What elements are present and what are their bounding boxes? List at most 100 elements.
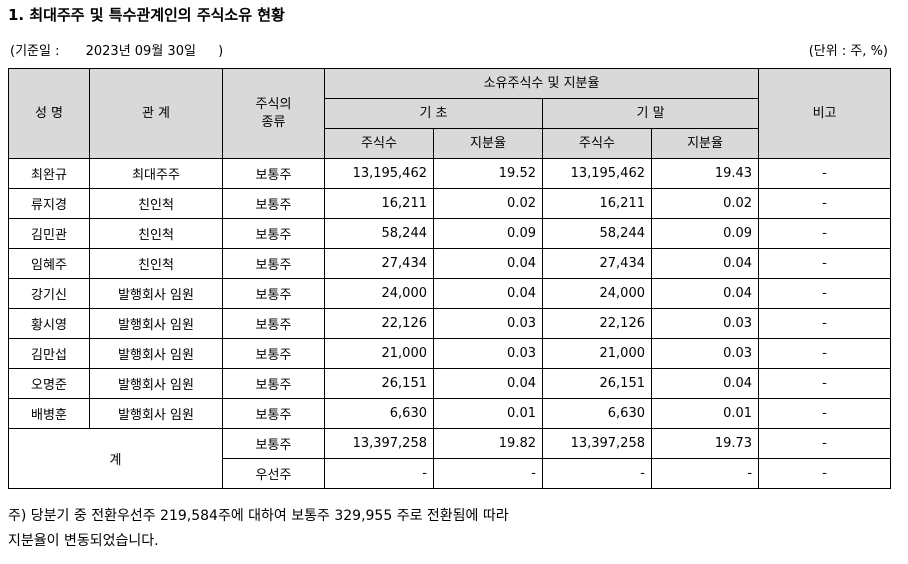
cell-stock-type: 보통주 [222, 218, 325, 249]
header-relation: 관 계 [89, 68, 223, 159]
table-row: 김민관 친인척 보통주 58,244 0.09 58,244 0.09 - [8, 218, 892, 249]
cell-relation: 친인척 [89, 218, 223, 249]
cell-shares-end: 58,244 [542, 218, 652, 249]
header-ownership: 소유주식수 및 지분율 [323, 68, 760, 99]
cell-remark: - [758, 338, 892, 369]
cell-stock-type: 보통주 [222, 188, 325, 219]
cell-remark: - [758, 158, 892, 189]
cell-ratio-begin: 0.04 [433, 278, 543, 309]
cell-remark: - [758, 368, 892, 399]
cell-name: 황시영 [8, 308, 90, 339]
cell-relation: 친인척 [89, 248, 223, 279]
cell-remark: - [758, 278, 892, 309]
cell-shares-begin: 27,434 [324, 248, 434, 279]
cell-ratio-end: 0.04 [650, 278, 760, 309]
cell-name: 김민관 [8, 218, 90, 249]
cell-ratio-begin: 19.52 [433, 158, 543, 189]
header-row-1: 성 명 관 계 주식의 종류 소유주식수 및 지분율 비고 [8, 68, 892, 159]
cell-shares-end: - [542, 458, 652, 489]
cell-remark: - [758, 218, 892, 249]
cell-shares-end: 26,151 [542, 368, 652, 399]
header-name: 성 명 [8, 68, 90, 159]
cell-relation: 최대주주 [89, 158, 223, 189]
cell-shares-begin: 22,126 [324, 308, 434, 339]
cell-stock-type: 보통주 [222, 158, 325, 189]
basis-date-line: (기준일 : 2023년 09월 30일 ) [10, 40, 223, 59]
footnote-line-2: 지분율이 변동되었습니다. [8, 533, 159, 549]
table-header: 성 명 관 계 주식의 종류 소유주식수 및 지분율 비고 기 초 기 말 주식… [8, 68, 892, 159]
header-row-3: 주식수 지분율 주식수 지분율 [9, 128, 891, 159]
cell-name: 최완규 [8, 158, 90, 189]
cell-relation: 발행회사 임원 [89, 338, 223, 369]
cell-stock-type: 보통주 [222, 308, 325, 339]
table-body: 최완규 최대주주 보통주 13,195,462 19.52 13,195,462… [8, 158, 892, 489]
basis-date-suffix: ) [218, 44, 224, 59]
cell-ratio-end: 0.03 [650, 308, 760, 339]
cell-shares-begin: 26,151 [324, 368, 434, 399]
cell-shares-end: 13,195,462 [542, 158, 652, 189]
cell-ratio-begin: 0.04 [433, 368, 543, 399]
cell-stock-type: 보통주 [222, 398, 325, 429]
cell-name: 강기신 [8, 278, 90, 309]
cell-shares-end: 16,211 [542, 188, 652, 219]
cell-ratio-begin: 0.01 [433, 398, 543, 429]
cell-remark: - [758, 248, 892, 279]
header-stock-type-line1: 주식의 [255, 96, 292, 112]
cell-remark: - [758, 458, 892, 489]
cell-stock-type: 보통주 [222, 368, 325, 399]
cell-ratio-end: 0.03 [650, 338, 760, 369]
cell-ratio-begin: 0.02 [433, 188, 543, 219]
cell-ratio-begin: 0.09 [433, 218, 543, 249]
header-begin: 기 초 [324, 98, 543, 129]
header-ratio-end: 지분율 [650, 128, 760, 159]
cell-ratio-begin: 19.82 [433, 428, 543, 459]
basis-date-prefix: (기준일 : [10, 44, 60, 59]
cell-shares-end: 13,397,258 [542, 428, 652, 459]
cell-remark: - [758, 428, 892, 459]
footnote-line-1: 주) 당분기 중 전환우선주 219,584주에 대하여 보통주 329,955… [8, 508, 509, 524]
cell-shares-begin: 21,000 [324, 338, 434, 369]
cell-ratio-end: 0.09 [650, 218, 760, 249]
cell-stock-type: 우선주 [222, 458, 325, 489]
table-row: 황시영 발행회사 임원 보통주 22,126 0.03 22,126 0.03 … [8, 308, 892, 339]
cell-relation: 발행회사 임원 [89, 398, 223, 429]
cell-ratio-begin: 0.03 [433, 308, 543, 339]
basis-date: 2023년 09월 30일 [85, 44, 196, 59]
cell-remark: - [758, 188, 892, 219]
cell-shares-begin: 13,397,258 [324, 428, 434, 459]
cell-name: 배병훈 [8, 398, 90, 429]
cell-ratio-end: 0.04 [650, 248, 760, 279]
cell-shares-end: 27,434 [542, 248, 652, 279]
header-row-2: 기 초 기 말 [9, 98, 891, 129]
cell-shares-begin: 24,000 [324, 278, 434, 309]
cell-relation: 발행회사 임원 [89, 368, 223, 399]
header-ratio-begin: 지분율 [433, 128, 543, 159]
cell-relation: 발행회사 임원 [89, 308, 223, 339]
cell-ratio-begin: - [433, 458, 543, 489]
header-shares-end: 주식수 [542, 128, 652, 159]
cell-name: 오명준 [8, 368, 90, 399]
header-stock-type-line2: 종류 [261, 114, 286, 130]
header-stock-type: 주식의 종류 [222, 68, 325, 159]
cell-ratio-begin: 0.04 [433, 248, 543, 279]
table-row: 김만섭 발행회사 임원 보통주 21,000 0.03 21,000 0.03 … [8, 338, 892, 369]
unit-label: (단위 : 주, %) [808, 44, 888, 59]
cell-shares-begin: 13,195,462 [324, 158, 434, 189]
header-remark: 비고 [758, 68, 892, 159]
cell-shares-end: 22,126 [542, 308, 652, 339]
total-row: 계 보통주 13,397,258 19.82 13,397,258 19.73 … [8, 428, 892, 489]
total-label: 계 [8, 428, 223, 489]
cell-shares-end: 6,630 [542, 398, 652, 429]
total-row: 우선주 - - - - - [9, 458, 892, 489]
cell-stock-type: 보통주 [222, 338, 325, 369]
cell-stock-type: 보통주 [222, 428, 325, 459]
cell-remark: - [758, 398, 892, 429]
cell-ratio-end: - [650, 458, 760, 489]
cell-shares-begin: 16,211 [324, 188, 434, 219]
cell-ratio-begin: 0.03 [433, 338, 543, 369]
cell-name: 임혜주 [8, 248, 90, 279]
cell-relation: 친인척 [89, 188, 223, 219]
cell-ratio-end: 0.02 [650, 188, 760, 219]
cell-shares-begin: - [324, 458, 434, 489]
cell-shares-end: 24,000 [542, 278, 652, 309]
